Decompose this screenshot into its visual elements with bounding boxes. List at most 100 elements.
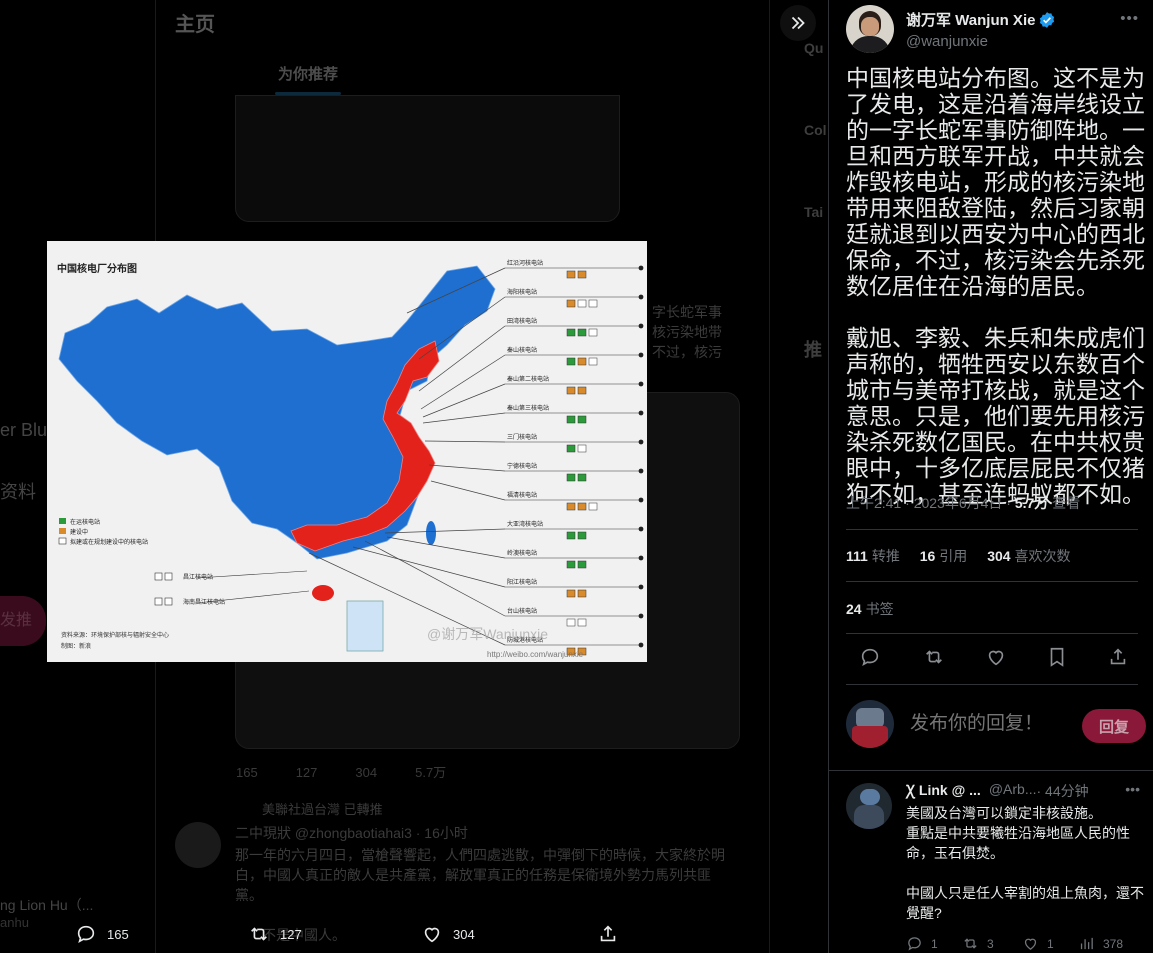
retweet-action[interactable]: 127 xyxy=(248,918,302,950)
status-swatch xyxy=(566,589,576,598)
retweets-stat[interactable]: 111 转推 xyxy=(846,548,900,564)
plant-label: 岭澳核电站 xyxy=(507,549,537,557)
status-swatch xyxy=(577,415,587,424)
collapse-panel-button[interactable] xyxy=(780,5,816,41)
media-image-map: 中国核电厂分布图 在运核电站 建设中 拟建或在规划建设中的核电站 红沿河核电站海… xyxy=(47,241,647,662)
views-label: 查看 xyxy=(1048,495,1081,511)
reply-icon xyxy=(77,925,95,944)
verified-badge-icon xyxy=(1040,11,1055,28)
reply-time[interactable]: · 44分钟 xyxy=(1036,783,1089,799)
map-inset xyxy=(346,600,384,652)
share-icon xyxy=(1110,648,1126,665)
reply-input[interactable] xyxy=(908,712,1082,736)
plant-label: 三门核电站 xyxy=(507,433,537,441)
feed-text-fragment: 字长蛇军事 xyxy=(652,304,722,320)
status-swatch xyxy=(577,299,587,308)
reply-author-handle[interactable]: @Arb... xyxy=(988,781,1037,797)
status-swatch xyxy=(566,473,576,482)
reply-tweet[interactable]: Ꭓ Link @ ... @Arb... · 44分钟 ••• 美國及台灣可以鎖… xyxy=(829,770,1153,953)
reply-button[interactable] xyxy=(859,646,885,672)
status-swatch xyxy=(566,386,576,395)
status-swatch xyxy=(566,328,576,337)
reply-views[interactable]: 378 xyxy=(1078,935,1123,952)
heart-icon xyxy=(988,650,1004,666)
like-action[interactable]: 304 xyxy=(421,918,475,950)
share-action[interactable] xyxy=(597,918,629,950)
divider xyxy=(846,529,1138,530)
feed-actions-dim: 165 127 304 5.7万 xyxy=(236,765,447,780)
status-swatch xyxy=(588,357,598,366)
author-display-name[interactable]: 谢万军 Wanjun Xie xyxy=(906,9,1056,30)
tweet-stats: 111 转推 16 引用 304 喜欢次数 xyxy=(846,546,1087,566)
status-swatch xyxy=(566,270,576,279)
more-options-icon[interactable]: ••• xyxy=(1120,10,1139,27)
status-swatch xyxy=(577,357,587,366)
reply-author-name[interactable]: Ꭓ Link @ ... xyxy=(906,782,981,798)
status-swatch xyxy=(577,560,587,569)
map-source-note: 资料来源：环境保护部核与辐射安全中心 xyxy=(61,631,169,639)
status-swatch xyxy=(577,589,587,598)
views-chart-icon xyxy=(1080,937,1093,950)
my-avatar[interactable] xyxy=(846,700,894,748)
status-swatch xyxy=(577,531,587,540)
sidebar-fragment: 资料 xyxy=(0,482,36,502)
reply-reply-button[interactable]: 1 xyxy=(906,935,938,952)
plant-label: 田湾核电站 xyxy=(507,317,537,325)
quotes-stat[interactable]: 16 引用 xyxy=(919,548,968,564)
sidebar-fragment: er Blu xyxy=(0,420,48,440)
legend-green-swatch xyxy=(59,518,66,524)
author-handle[interactable]: @wanjunxie xyxy=(906,33,988,50)
plant-label: 大亚湾核电站 xyxy=(507,520,543,528)
status-swatch xyxy=(566,531,576,540)
right-rail-fragment: Col xyxy=(804,122,827,138)
reply-like-button[interactable]: 1 xyxy=(1022,935,1054,952)
feed-avatar xyxy=(175,822,221,868)
map-china-blue xyxy=(58,265,496,560)
right-rail-fragment: Tai xyxy=(804,204,824,220)
retweet-icon xyxy=(926,650,942,664)
map-taiwan xyxy=(426,521,436,545)
likes-stat[interactable]: 304 喜欢次数 xyxy=(987,548,1071,564)
map-coast-red xyxy=(290,340,440,552)
retweet-button[interactable] xyxy=(923,646,949,672)
status-swatch xyxy=(577,270,587,279)
bookmark-button[interactable] xyxy=(1046,646,1072,672)
timeline-media-placeholder xyxy=(235,95,620,222)
author-avatar[interactable] xyxy=(846,5,894,53)
divider xyxy=(846,581,1138,582)
status-swatch xyxy=(577,444,587,453)
status-swatch xyxy=(566,444,576,453)
status-swatch xyxy=(566,357,576,366)
tweet-time[interactable]: 上午2:41 · 2023年6月4日 · xyxy=(846,495,1015,511)
reply-action[interactable]: 165 xyxy=(75,918,129,950)
reply-header: Ꭓ Link @ ... @Arb... · 44分钟 xyxy=(906,781,1089,801)
reply-retweet-button[interactable]: 3 xyxy=(962,935,994,952)
status-swatch xyxy=(577,386,587,395)
like-button[interactable] xyxy=(985,646,1011,672)
heart-icon xyxy=(1024,938,1037,950)
map-source-note-2: 制图：新浪 xyxy=(61,642,91,650)
legend-label: 建设中 xyxy=(70,528,88,536)
reply-composer: 回复 xyxy=(846,700,1146,750)
plant-label: 阳江核电站 xyxy=(507,578,537,586)
plant-label: 宁德核电站 xyxy=(507,462,537,470)
retweet-icon xyxy=(964,938,977,949)
reply-actions: 1 3 1 378 xyxy=(906,935,1151,953)
status-swatch xyxy=(577,647,587,656)
tweet-views: 5.7万 xyxy=(1014,495,1049,511)
plant-label: 海阳核电站 xyxy=(507,288,537,296)
reply-more-icon[interactable]: ••• xyxy=(1125,781,1140,797)
weibo-watermark: @谢万军Wanjunxie xyxy=(427,626,548,642)
share-button[interactable] xyxy=(1107,646,1133,672)
legend-label: 拟建或在规划建设中的核电站 xyxy=(70,538,148,546)
status-swatch xyxy=(577,328,587,337)
status-swatch xyxy=(577,502,587,511)
bookmarks-stat[interactable]: 24 书签 xyxy=(846,601,894,617)
reply-submit-button[interactable]: 回复 xyxy=(1082,709,1146,743)
heart-icon xyxy=(424,927,440,943)
tweet-text: 中国核电站分布图。这不是为了发电，这是沿着海岸线设立的一字长蛇军事防御阵地。一旦… xyxy=(846,65,1145,507)
status-swatch xyxy=(566,502,576,511)
legend-empty-swatch xyxy=(58,537,67,545)
reply-avatar[interactable] xyxy=(846,783,892,829)
tweet-author[interactable]: 谢万军 Wanjun Xie @wanjunxie xyxy=(846,5,1056,53)
